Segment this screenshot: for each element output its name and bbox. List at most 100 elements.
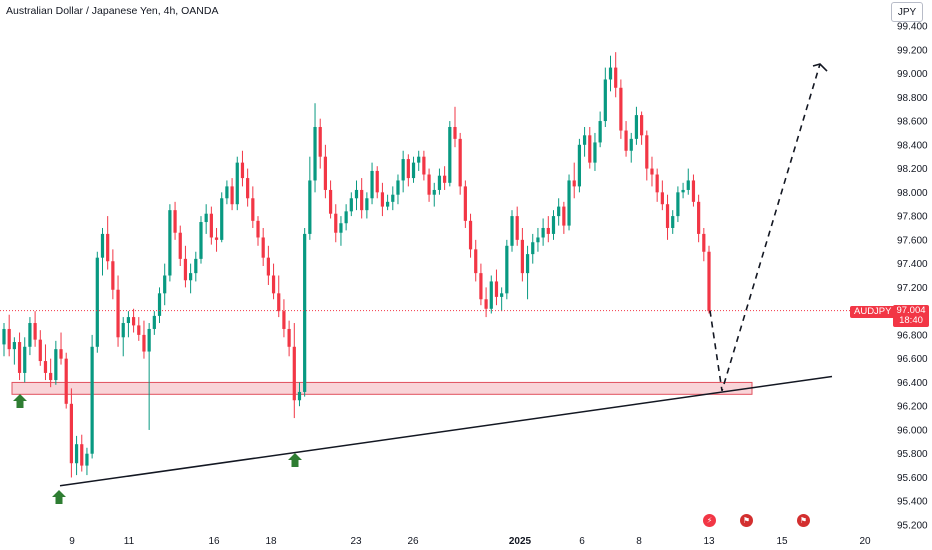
candle-body: [515, 216, 519, 240]
candle-body: [246, 178, 250, 199]
candle-body: [401, 159, 405, 181]
candle-body: [74, 444, 79, 464]
candle-body: [634, 115, 639, 139]
candle-body: [204, 213, 208, 223]
candle-body: [199, 222, 203, 259]
candle-body: [582, 135, 587, 145]
candle-body: [588, 135, 592, 163]
candle-body: [323, 156, 328, 190]
candle-body: [681, 189, 685, 193]
candle-body: [69, 403, 73, 464]
candle-body: [277, 293, 281, 312]
candle-body: [266, 257, 270, 276]
candle-body: [189, 273, 193, 281]
candle-body: [282, 311, 286, 329]
candle-body: [640, 115, 644, 136]
y-tick-label: 95.200: [897, 521, 928, 532]
candle-body: [7, 328, 11, 350]
candle-body: [608, 67, 613, 80]
y-tick-label: 99.200: [897, 45, 928, 56]
candle-body: [163, 275, 167, 294]
candle-body: [12, 342, 16, 350]
candle-body: [629, 138, 633, 151]
candle-body: [541, 227, 545, 238]
y-tick-label: 99.400: [897, 22, 928, 33]
candle-body: [59, 349, 63, 359]
y-tick-label: 99.000: [897, 69, 928, 80]
candle-body: [178, 232, 182, 259]
x-tick-label: 8: [636, 536, 642, 547]
candle-body: [671, 216, 675, 228]
x-tick-label: 23: [350, 536, 362, 547]
y-tick-label: 98.400: [897, 140, 928, 151]
y-tick-label: 96.800: [897, 330, 928, 341]
y-tick-label: 97.200: [897, 283, 928, 294]
candle-body: [443, 175, 447, 183]
candle-body: [427, 174, 431, 195]
candle-body: [650, 168, 654, 175]
candle-body: [349, 198, 353, 212]
up-arrow-icon: [52, 490, 66, 504]
lightning-icon[interactable]: ⚡: [703, 514, 716, 527]
candle-body: [655, 174, 659, 193]
projection-path[interactable]: [709, 63, 821, 391]
y-tick-label: 96.000: [897, 425, 928, 436]
candle-body: [339, 223, 343, 233]
chart-title: Australian Dollar / Japanese Yen, 4h, OA…: [6, 5, 218, 17]
candle-body: [261, 237, 265, 258]
candle-body: [406, 159, 410, 179]
candle-body: [173, 210, 177, 233]
flag-icon[interactable]: ⚑: [797, 514, 810, 527]
bar-countdown: 18:40: [899, 315, 923, 326]
candle-body: [126, 317, 131, 324]
candle-body: [417, 156, 421, 163]
candle-body: [95, 257, 99, 347]
candle-body: [287, 328, 291, 347]
candle-body: [168, 210, 172, 276]
candle-body: [33, 323, 37, 340]
candle-body: [422, 156, 426, 175]
candle-body: [360, 189, 364, 211]
candle-body: [479, 273, 483, 300]
candle-body: [230, 186, 234, 205]
candle-body: [546, 227, 550, 234]
candle-body: [157, 293, 162, 316]
candle-body: [474, 249, 478, 274]
y-tick-label: 95.400: [897, 497, 928, 508]
candle-body: [344, 211, 348, 224]
x-tick-label: 6: [579, 536, 585, 547]
candle-body: [603, 79, 607, 122]
candle-body: [49, 372, 53, 381]
candle-body: [54, 349, 58, 381]
candle-body: [510, 216, 514, 246]
currency-button[interactable]: JPY: [891, 2, 923, 22]
ascending-trendline[interactable]: [59, 375, 833, 487]
candle-body: [220, 198, 224, 240]
candle-body: [131, 317, 136, 326]
candle-body: [562, 206, 566, 226]
candle-body: [318, 126, 322, 157]
candle-body: [500, 293, 504, 297]
candle-body: [370, 170, 374, 199]
candle-body: [484, 299, 488, 309]
candle-body: [90, 346, 94, 454]
support-zone[interactable]: [11, 381, 753, 395]
candle-body: [505, 245, 509, 294]
y-tick-label: 98.800: [897, 93, 928, 104]
candle-body: [334, 213, 338, 233]
candle-body: [551, 216, 556, 234]
candle-body: [391, 194, 395, 202]
candle-body: [453, 126, 457, 139]
candle-body: [468, 220, 473, 250]
candle-body: [328, 189, 333, 214]
candle-body: [354, 189, 359, 199]
y-tick-label: 96.400: [897, 378, 928, 389]
x-tick-label: 15: [776, 536, 788, 547]
last-price-tag: 97.004 18:40: [893, 305, 929, 327]
candle-body: [209, 213, 213, 238]
flag-icon[interactable]: ⚑: [740, 514, 753, 527]
candle-body: [572, 180, 576, 187]
candle-body: [448, 126, 452, 183]
candle-body: [645, 135, 649, 169]
